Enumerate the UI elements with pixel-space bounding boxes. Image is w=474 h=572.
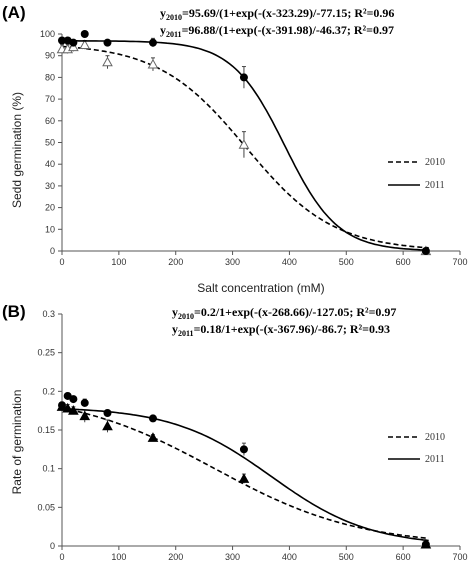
- data-point-2011: [148, 414, 157, 423]
- x-tick-label: 100: [111, 257, 126, 267]
- data-point-2011: [58, 36, 66, 45]
- y-axis-label-b: Rate of germination: [10, 390, 24, 495]
- x-tick-label: 0: [59, 552, 64, 562]
- panel-label-a: (A): [2, 3, 26, 22]
- chart-a: 0 100 200 300 400 500 600 700 0 10 20 30 40 50 60 70 80 9…: [40, 29, 468, 267]
- y-axis-label-a: Sedd germination (%): [10, 92, 24, 208]
- data-point-2010: [62, 402, 74, 413]
- panel-label-b: (B): [2, 302, 26, 321]
- y-tick-label: 70: [45, 94, 55, 104]
- data-point-2010: [238, 139, 250, 149]
- equation-a-2010: y2010=95.69/(1+exp(-(x-323.29)/-77.15; R…: [160, 6, 394, 22]
- y-tick-label: 0: [50, 541, 55, 551]
- x-tick-label: 400: [282, 257, 297, 267]
- y-tick-label: 30: [45, 181, 55, 191]
- y-tick-label: 0.2: [42, 386, 55, 396]
- data-point-2011: [421, 247, 430, 255]
- y-tick-label: 20: [45, 203, 55, 213]
- data-point-2010: [102, 56, 113, 67]
- x-tick-label: 300: [225, 552, 240, 562]
- legend-b-2011-label: 2011: [425, 454, 445, 465]
- data-point-2010: [147, 432, 159, 442]
- data-point-2011: [421, 540, 430, 549]
- x-tick-label: 600: [396, 257, 411, 267]
- legend-a-2010-label: 2010: [425, 157, 445, 168]
- equation-a-2011: y2011=96.88/(1+exp(-(x-391.98)/-46.37; R…: [160, 23, 394, 39]
- x-tick-label: 400: [282, 552, 297, 562]
- data-point-2011: [80, 30, 89, 38]
- data-point-2011: [103, 408, 112, 417]
- fit-curve-2010: [61, 407, 429, 540]
- x-tick-label: 600: [396, 552, 411, 562]
- y-tick-label: 0: [50, 246, 55, 256]
- data-point-2011: [148, 38, 157, 47]
- legend-a-2011-label: 2011: [425, 180, 445, 191]
- y-tick-label: 0.3: [42, 309, 55, 319]
- x-tick-label: 0: [59, 257, 64, 267]
- x-tick-label: 700: [452, 552, 467, 562]
- y-tick-label: 0.1: [42, 464, 55, 474]
- equation-b-2011: y2011=0.18/1+exp(-(x-367.96)/-86.7; R²=0…: [172, 322, 390, 338]
- y-tick-label: 60: [45, 116, 55, 126]
- data-point-2011: [103, 38, 112, 47]
- x-tick-label: 300: [225, 257, 240, 267]
- y-tick-label: 90: [45, 51, 55, 61]
- x-tick-label: 100: [111, 552, 126, 562]
- chart-b: 0 100 200 300 400 500 600 700 0 0.05 0.1 0.15 0.2 0.2…: [37, 309, 467, 562]
- y-tick-label: 50: [45, 138, 55, 148]
- data-point-2011: [80, 398, 89, 407]
- y-tick-label: 100: [40, 29, 55, 39]
- data-point-2010: [68, 405, 79, 415]
- data-point-2010: [102, 420, 113, 431]
- data-point-2011: [239, 73, 248, 82]
- y-tick-label: 80: [45, 72, 55, 82]
- data-point-2010: [79, 39, 91, 49]
- legend-b-2010-label: 2010: [425, 432, 445, 443]
- data-point-2010: [79, 410, 91, 421]
- x-tick-label: 500: [339, 257, 354, 267]
- x-tick-label: 700: [452, 257, 467, 267]
- data-point-2011: [69, 38, 78, 47]
- data-point-2011: [239, 445, 248, 454]
- x-tick-label: 200: [168, 552, 183, 562]
- data-point-2010: [147, 58, 159, 69]
- y-tick-label: 0.25: [37, 348, 55, 358]
- data-point-2011: [58, 401, 66, 410]
- data-point-2010: [238, 473, 250, 483]
- x-tick-label: 200: [168, 257, 183, 267]
- y-tick-label: 40: [45, 159, 55, 169]
- y-tick-label: 0.15: [37, 425, 55, 435]
- x-tick-label: 500: [339, 552, 354, 562]
- x-axis-label-a: Salt concentration (mM): [197, 281, 324, 295]
- equation-b-2010: y2010=0.2/1+exp(-(x-268.66)/-127.05; R²=…: [172, 305, 396, 321]
- y-tick-label: 0.05: [37, 502, 55, 512]
- y-tick-label: 10: [45, 224, 55, 234]
- fit-curve-2011: [61, 408, 429, 542]
- data-point-2011: [69, 395, 78, 404]
